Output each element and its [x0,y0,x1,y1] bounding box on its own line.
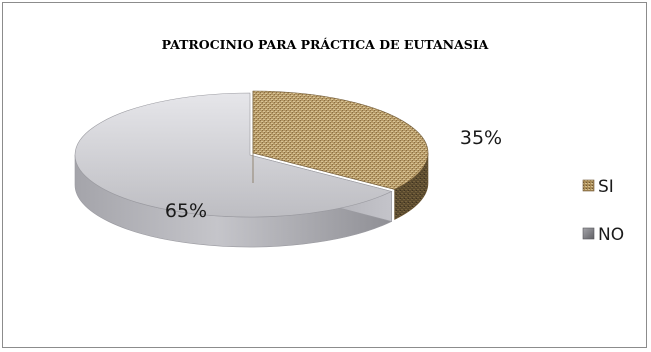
pie-plot-area [74,90,429,248]
data-label-si: 35% [460,127,502,149]
pie-chart: PATROCINIO PARA PRÁCTICA DE EUTANASIA 35… [74,37,624,248]
chart-title: PATROCINIO PARA PRÁCTICA DE EUTANASIA [162,37,489,52]
legend-item-no: NO [582,225,624,245]
legend-item-si: SI [582,177,614,197]
pie-slice-no-top [74,92,393,218]
legend-label-no: NO [598,225,624,245]
chart-frame: PATROCINIO PARA PRÁCTICA DE EUTANASIA 35… [2,2,647,348]
legend-label-si: SI [598,177,614,197]
pie-slice-si [252,90,429,220]
data-label-no: 65% [165,200,207,222]
legend: SI NO [582,177,624,245]
pie-slice-no [74,92,393,248]
legend-swatch-no [582,227,595,240]
pie-slice-si-top [252,90,429,190]
legend-swatch-si [582,179,595,192]
